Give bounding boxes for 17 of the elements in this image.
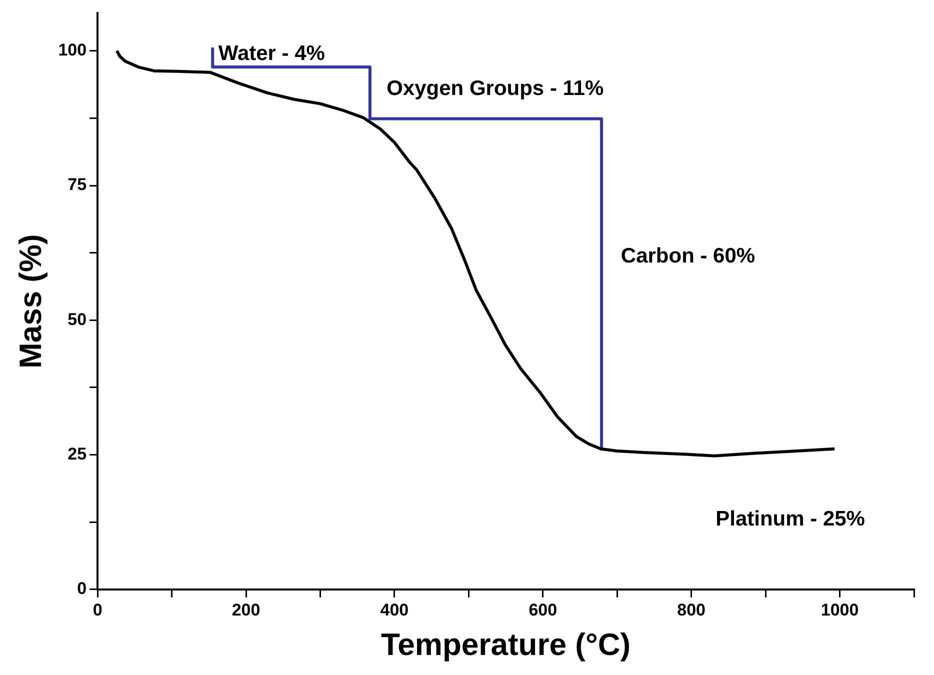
annotation: Water - 4% (218, 42, 326, 65)
x-tick-label: 800 (677, 600, 706, 620)
x-tick-label: 200 (232, 600, 260, 620)
annotation: Oxygen Groups - 11% (386, 77, 604, 100)
y-tick-label: 25 (68, 444, 87, 464)
y-tick-label: 100 (58, 40, 87, 60)
y-tick-label: 0 (77, 579, 87, 598)
annotation: Platinum - 25% (716, 507, 866, 530)
x-axis-title: Temperature (°C) (381, 626, 631, 662)
y-tick-label: 75 (68, 175, 87, 194)
x-tick-label: 600 (528, 600, 558, 620)
x-tick-label: 1000 (820, 600, 859, 620)
y-tick-label: 50 (68, 310, 87, 329)
y-axis-title: Mass (%) (13, 234, 48, 368)
annotation: Carbon - 60% (620, 244, 756, 268)
x-tick-label: 0 (92, 600, 102, 620)
x-tick-label: 400 (380, 600, 409, 620)
